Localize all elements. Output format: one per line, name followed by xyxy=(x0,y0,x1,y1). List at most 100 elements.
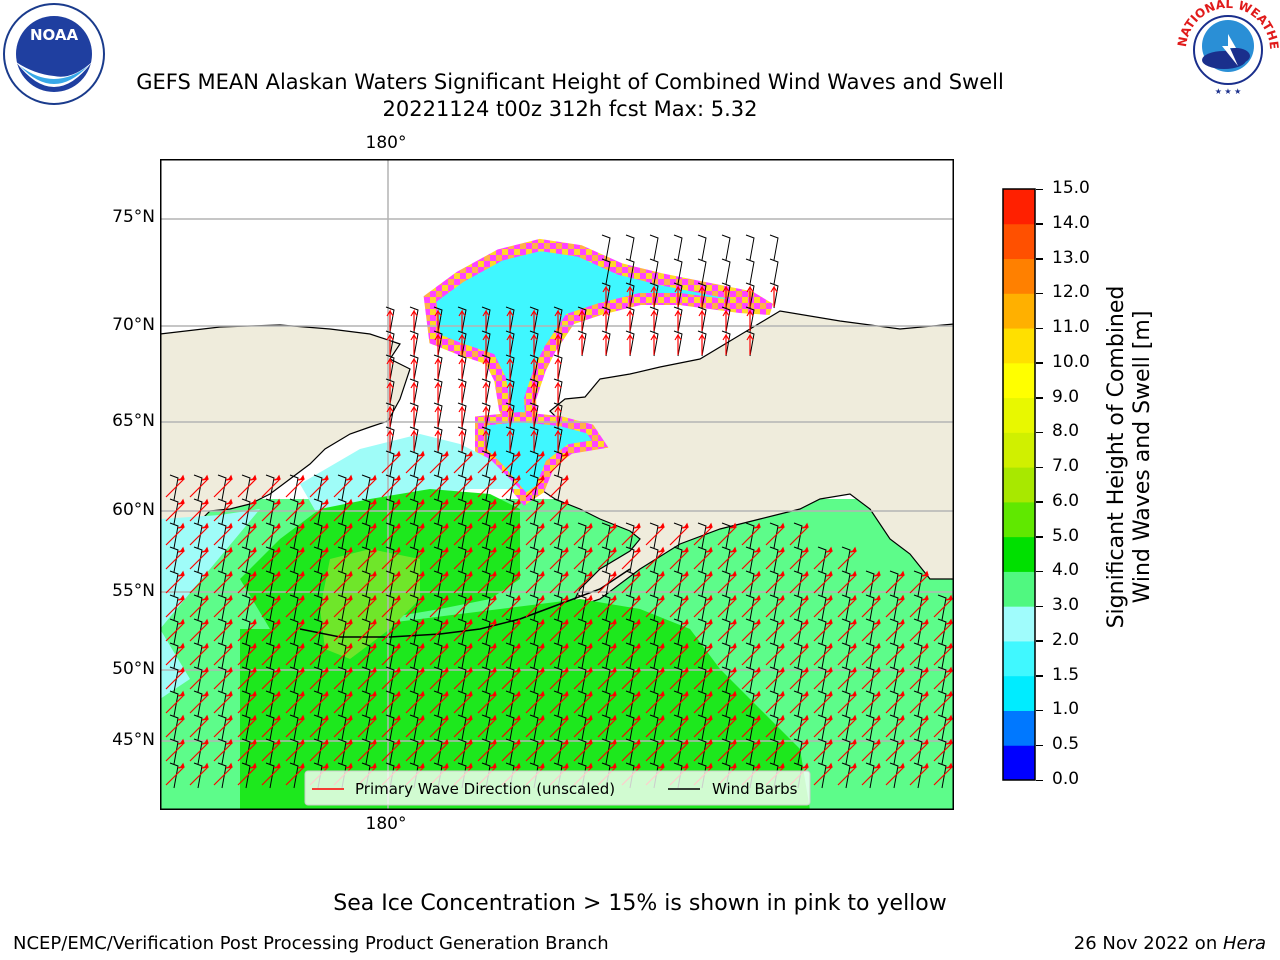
wind-barb xyxy=(289,570,299,597)
wind-barb xyxy=(457,594,467,621)
colorbar-title: Significant Height of Combined Wind Wave… xyxy=(1104,247,1156,667)
wind-barb xyxy=(457,402,467,429)
wind-barb xyxy=(889,714,899,741)
wave-arrow xyxy=(285,594,305,618)
wind-barb xyxy=(529,546,539,573)
wind-barb xyxy=(289,522,299,549)
wind-barb xyxy=(481,522,491,549)
wind-barb xyxy=(193,570,203,597)
wave-arrow xyxy=(501,642,521,666)
wave-arrow xyxy=(405,714,425,738)
wave-arrow xyxy=(741,714,761,738)
wind-barb xyxy=(841,546,851,573)
colorbar-tick-mark xyxy=(1036,744,1043,747)
wind-barb xyxy=(457,426,467,453)
wind-barb xyxy=(457,474,467,501)
wind-barb xyxy=(817,570,827,597)
wind-barb xyxy=(529,594,539,621)
map-legend: Primary Wave Direction (unscaled) Wind B… xyxy=(304,770,811,806)
colorbar-title-line2: Wind Waves and Swell [m] xyxy=(1130,310,1155,604)
wave-arrow xyxy=(165,642,185,666)
wave-arrow xyxy=(573,570,593,594)
legend-barb-label: Wind Barbs xyxy=(712,780,798,798)
wave-arrow xyxy=(789,738,809,762)
wave-arrow xyxy=(554,356,562,379)
colorbar-tick-label: 7.0 xyxy=(1052,456,1080,477)
wind-barb xyxy=(385,378,395,405)
wind-barb xyxy=(361,714,371,741)
wave-arrow xyxy=(573,642,593,666)
wind-barb xyxy=(937,618,947,645)
wind-barb xyxy=(361,546,371,573)
wind-barb xyxy=(601,738,611,765)
colorbar-tick-label: 14.0 xyxy=(1052,212,1090,233)
wave-arrow xyxy=(261,594,281,618)
colorbar-tick-label: 0.5 xyxy=(1052,734,1080,755)
wave-arrow xyxy=(813,642,833,666)
wave-arrow xyxy=(333,594,353,618)
wind-barb xyxy=(889,690,899,717)
wind-barb xyxy=(241,522,251,549)
wave-arrow xyxy=(429,690,449,714)
colorbar-cell xyxy=(1003,710,1035,746)
wind-barb xyxy=(457,522,467,549)
wind-barb xyxy=(697,714,707,741)
wind-barb xyxy=(769,642,779,669)
wave-arrow xyxy=(189,474,209,498)
wave-arrow xyxy=(386,404,394,427)
wave-arrow xyxy=(765,714,785,738)
wave-arrow xyxy=(909,690,929,714)
wave-arrow xyxy=(357,690,377,714)
wind-barb xyxy=(385,522,395,549)
wind-barb xyxy=(409,690,419,717)
wave-arrow xyxy=(669,714,689,738)
wave-arrow xyxy=(885,570,905,594)
wave-arrow xyxy=(357,570,377,594)
wave-arrow xyxy=(261,498,281,522)
wave-arrow xyxy=(674,308,682,331)
wave-arrow xyxy=(237,690,257,714)
wind-barb xyxy=(361,522,371,549)
wind-barb xyxy=(505,738,515,765)
wind-barb xyxy=(193,546,203,573)
wave-arrow xyxy=(237,474,257,498)
wind-barb xyxy=(721,618,731,645)
wave-arrow xyxy=(525,618,545,642)
wind-barb xyxy=(649,258,659,285)
wind-barb xyxy=(409,498,419,525)
wind-barb xyxy=(721,570,731,597)
wave-arrow xyxy=(554,404,562,427)
lat-label-60: 60°N xyxy=(112,500,155,520)
wind-barb xyxy=(385,690,395,717)
colorbar-cell xyxy=(1003,362,1035,399)
wind-barb xyxy=(673,714,683,741)
colorbar-cell xyxy=(1003,640,1035,677)
wave-arrow xyxy=(453,642,473,666)
wave-arrow xyxy=(333,738,353,762)
wave-arrow xyxy=(453,666,473,690)
wind-barb xyxy=(553,306,563,333)
wave-arrow xyxy=(309,522,329,546)
wind-barb xyxy=(241,474,251,501)
wave-arrow xyxy=(285,642,305,666)
wind-barb xyxy=(841,618,851,645)
wave-arrow xyxy=(885,690,905,714)
wave-arrow xyxy=(237,738,257,762)
wave-arrow xyxy=(621,522,641,546)
wind-barb xyxy=(913,618,923,645)
wind-barb xyxy=(217,594,227,621)
wind-barb xyxy=(745,690,755,717)
wind-barb xyxy=(553,450,563,477)
wave-arrow xyxy=(645,714,665,738)
wave-arrow xyxy=(597,546,617,570)
wind-barb xyxy=(241,570,251,597)
wind-barb xyxy=(769,666,779,693)
wind-barb xyxy=(913,594,923,621)
wind-barb xyxy=(769,522,779,549)
wind-barb xyxy=(553,642,563,669)
wave-arrow xyxy=(458,356,466,379)
wind-barb xyxy=(745,234,755,261)
wind-barb xyxy=(625,570,635,597)
wave-arrow xyxy=(549,522,569,546)
credit-date-text: 26 Nov 2022 on xyxy=(1073,933,1223,954)
